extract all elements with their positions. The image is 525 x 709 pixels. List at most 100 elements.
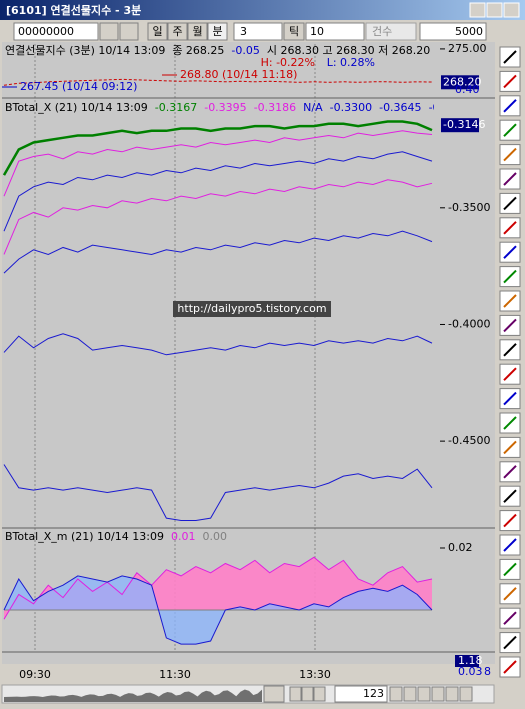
count-combo[interactable]: [365, 22, 417, 41]
tick-label: 틱: [289, 25, 299, 38]
tool-icon: [503, 635, 517, 650]
tool-icon: [503, 660, 517, 674]
price-tag-label: -0.3146: [443, 118, 485, 131]
tool-icon: [503, 221, 517, 235]
annotation: 268.80 (10/14 11:18): [180, 68, 297, 81]
clear-button[interactable]: [119, 22, 139, 41]
count-text: 5000: [455, 25, 483, 38]
tool-icon: [503, 513, 517, 528]
tool-icon: [503, 99, 517, 113]
window-button[interactable]: [469, 2, 486, 18]
zoom-button[interactable]: [389, 686, 403, 702]
tick-text: 10: [310, 25, 324, 38]
code-combo[interactable]: [13, 22, 99, 41]
tool-icon: [503, 587, 517, 601]
footer-tag: 1.18: [458, 654, 483, 667]
nav-button[interactable]: [313, 686, 326, 702]
tick-combo[interactable]: [305, 22, 365, 41]
scroll-thumb[interactable]: [263, 685, 285, 703]
window-title: [6101] 연결선물지수 - 3분: [6, 3, 141, 17]
series-line: [3, 464, 433, 521]
period-button[interactable]: [207, 22, 228, 41]
panel-header: -0.419: [429, 101, 464, 114]
panel-header: -0.3395: [204, 101, 246, 114]
panel-header: -0.3645: [379, 101, 421, 114]
series-line: [3, 78, 433, 86]
range-info: L: 0.28%: [327, 56, 375, 69]
series-line: [3, 333, 433, 356]
tool-icon: [503, 123, 517, 137]
footer-tag: 0.03: [458, 665, 483, 678]
title-bar: [0, 0, 525, 20]
period-label: 분: [212, 25, 222, 38]
time-label: 11:30: [159, 668, 191, 681]
side-label: 0.40: [455, 83, 480, 96]
tool-icon: [503, 318, 517, 333]
period-label: 일: [152, 24, 162, 38]
count-label: 건수: [372, 25, 392, 38]
zoom-button[interactable]: [459, 686, 473, 702]
period-label: 주: [172, 25, 182, 38]
tool-icon: [503, 74, 517, 89]
y-tick-label: -0.4500: [448, 434, 490, 447]
tool-icon: [503, 391, 517, 406]
tool-icon: [503, 245, 517, 259]
tool-icon: [503, 367, 517, 381]
time-axis: [2, 664, 440, 684]
y-tick-label: 0.02: [448, 541, 473, 554]
tool-icon: [503, 172, 517, 186]
plot: 연결선물지수 (3분) 10/14 13:09 종 268.25 -0.05 시 26…: [2, 44, 464, 652]
tool-icon: [503, 269, 517, 284]
y-tick-label: -0.4000: [448, 317, 490, 330]
tool-icon: [503, 562, 517, 577]
panel-header: 종 268.25: [172, 44, 224, 57]
period-button[interactable]: [187, 22, 208, 41]
search-button[interactable]: [99, 22, 119, 41]
annotation: 267.45 (10/14 09:12): [20, 80, 137, 93]
tool-icon: [503, 147, 517, 162]
price-tag: [441, 75, 479, 90]
count-value: 123: [363, 687, 384, 700]
panel-header: -0.3167: [155, 101, 197, 114]
series-line: [2, 120, 433, 176]
tool-icon: [503, 416, 517, 430]
zoom-button[interactable]: [417, 686, 431, 702]
watermark-bg: [173, 301, 331, 317]
code-text: 00000000: [18, 25, 74, 38]
panel-header: BTotal_X_m (21) 10/14 13:09: [5, 530, 164, 543]
tool-icon: [503, 343, 517, 357]
count-input[interactable]: [419, 22, 487, 41]
panel-header: -0.3186: [254, 101, 296, 114]
tool-icon: [503, 196, 517, 211]
series-line: [3, 230, 433, 274]
window-button[interactable]: [486, 2, 503, 18]
zoom-button[interactable]: [431, 686, 445, 702]
zoom-button[interactable]: [403, 686, 417, 702]
chart-area: [2, 42, 440, 664]
price-tag-label: 268.20: [443, 75, 482, 88]
series-line: [3, 130, 433, 197]
period-button[interactable]: [147, 22, 168, 41]
panel-header: 0.01: [171, 530, 196, 543]
tool-icon: [503, 50, 517, 64]
tick-button[interactable]: [283, 22, 305, 41]
zoom-button[interactable]: [445, 686, 459, 702]
series-line: [3, 151, 433, 232]
window-button[interactable]: [503, 2, 520, 18]
panel-header: -0.05: [231, 44, 259, 57]
volume-preview: [4, 689, 262, 702]
period-label: 월: [192, 25, 202, 38]
count-box[interactable]: [334, 685, 388, 703]
tool-icon: [503, 440, 517, 455]
tool-icon: [503, 294, 517, 308]
series-line: [3, 575, 433, 645]
period-button[interactable]: [167, 22, 188, 41]
y-tick-label: -0.3500: [448, 201, 490, 214]
tool-icon: [503, 489, 517, 503]
panel-header: BTotal_X (21) 10/14 13:09: [5, 101, 148, 114]
nav-button[interactable]: [289, 686, 302, 702]
tool-icon: [503, 538, 517, 552]
interval-combo[interactable]: [233, 22, 283, 41]
nav-button[interactable]: [301, 686, 314, 702]
